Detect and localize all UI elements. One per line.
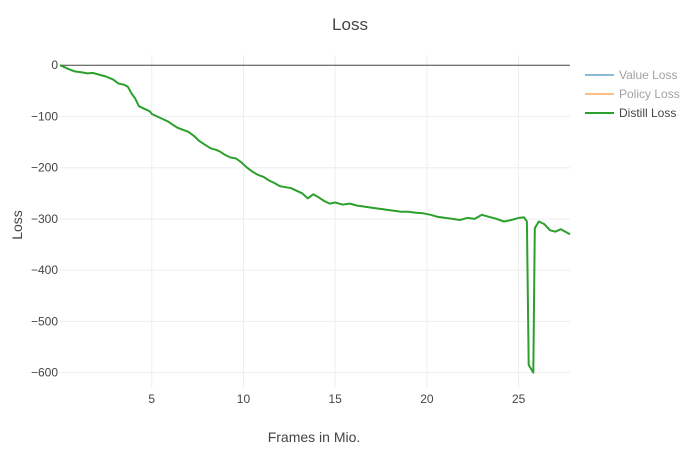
legend-label: Value Loss bbox=[619, 68, 677, 82]
legend-item[interactable]: Distill Loss bbox=[585, 106, 676, 120]
x-tick-label: 15 bbox=[329, 392, 343, 406]
legend-label: Policy Loss bbox=[619, 87, 680, 101]
y-axis-title: Loss bbox=[9, 210, 25, 240]
legend-item[interactable]: Policy Loss bbox=[585, 87, 680, 101]
series-line-distill-loss bbox=[59, 64, 571, 374]
series-lines bbox=[59, 64, 571, 374]
y-tick-label: −400 bbox=[31, 263, 58, 277]
legend-label: Distill Loss bbox=[619, 106, 676, 120]
chart-title: Loss bbox=[332, 15, 368, 34]
y-tick-label: −500 bbox=[31, 314, 58, 328]
x-axis-title: Frames in Mio. bbox=[268, 429, 361, 445]
x-tick-label: 5 bbox=[148, 392, 155, 406]
y-tick-label: −100 bbox=[31, 109, 58, 123]
x-tick-label: 20 bbox=[420, 392, 434, 406]
legend: Value Loss Policy Loss Distill Loss bbox=[585, 68, 680, 120]
y-tick-label: −200 bbox=[31, 161, 58, 175]
y-axis-ticks: 0 −100 −200 −300 −400 −500 −600 bbox=[31, 58, 58, 379]
x-tick-label: 10 bbox=[237, 392, 251, 406]
x-axis-ticks: 5 10 15 20 25 bbox=[148, 392, 525, 406]
legend-item[interactable]: Value Loss bbox=[585, 68, 677, 82]
y-tick-label: −600 bbox=[31, 366, 58, 380]
y-tick-label: −300 bbox=[31, 212, 58, 226]
y-tick-label: 0 bbox=[51, 58, 58, 72]
grid bbox=[60, 55, 570, 388]
x-tick-label: 25 bbox=[512, 392, 526, 406]
